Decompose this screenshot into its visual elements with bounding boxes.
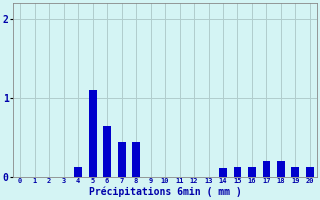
Bar (89, 90, 97, 177)
Bar (117, 142, 125, 177)
Bar (132, 142, 140, 177)
Bar (248, 167, 256, 177)
Bar (103, 126, 111, 177)
Bar (292, 167, 300, 177)
Bar (306, 167, 314, 177)
Bar (234, 167, 242, 177)
Bar (262, 161, 270, 177)
X-axis label: Précipitations 6min ( mm ): Précipitations 6min ( mm ) (89, 187, 241, 197)
Bar (74, 167, 82, 177)
Bar (277, 161, 285, 177)
Bar (219, 168, 227, 177)
